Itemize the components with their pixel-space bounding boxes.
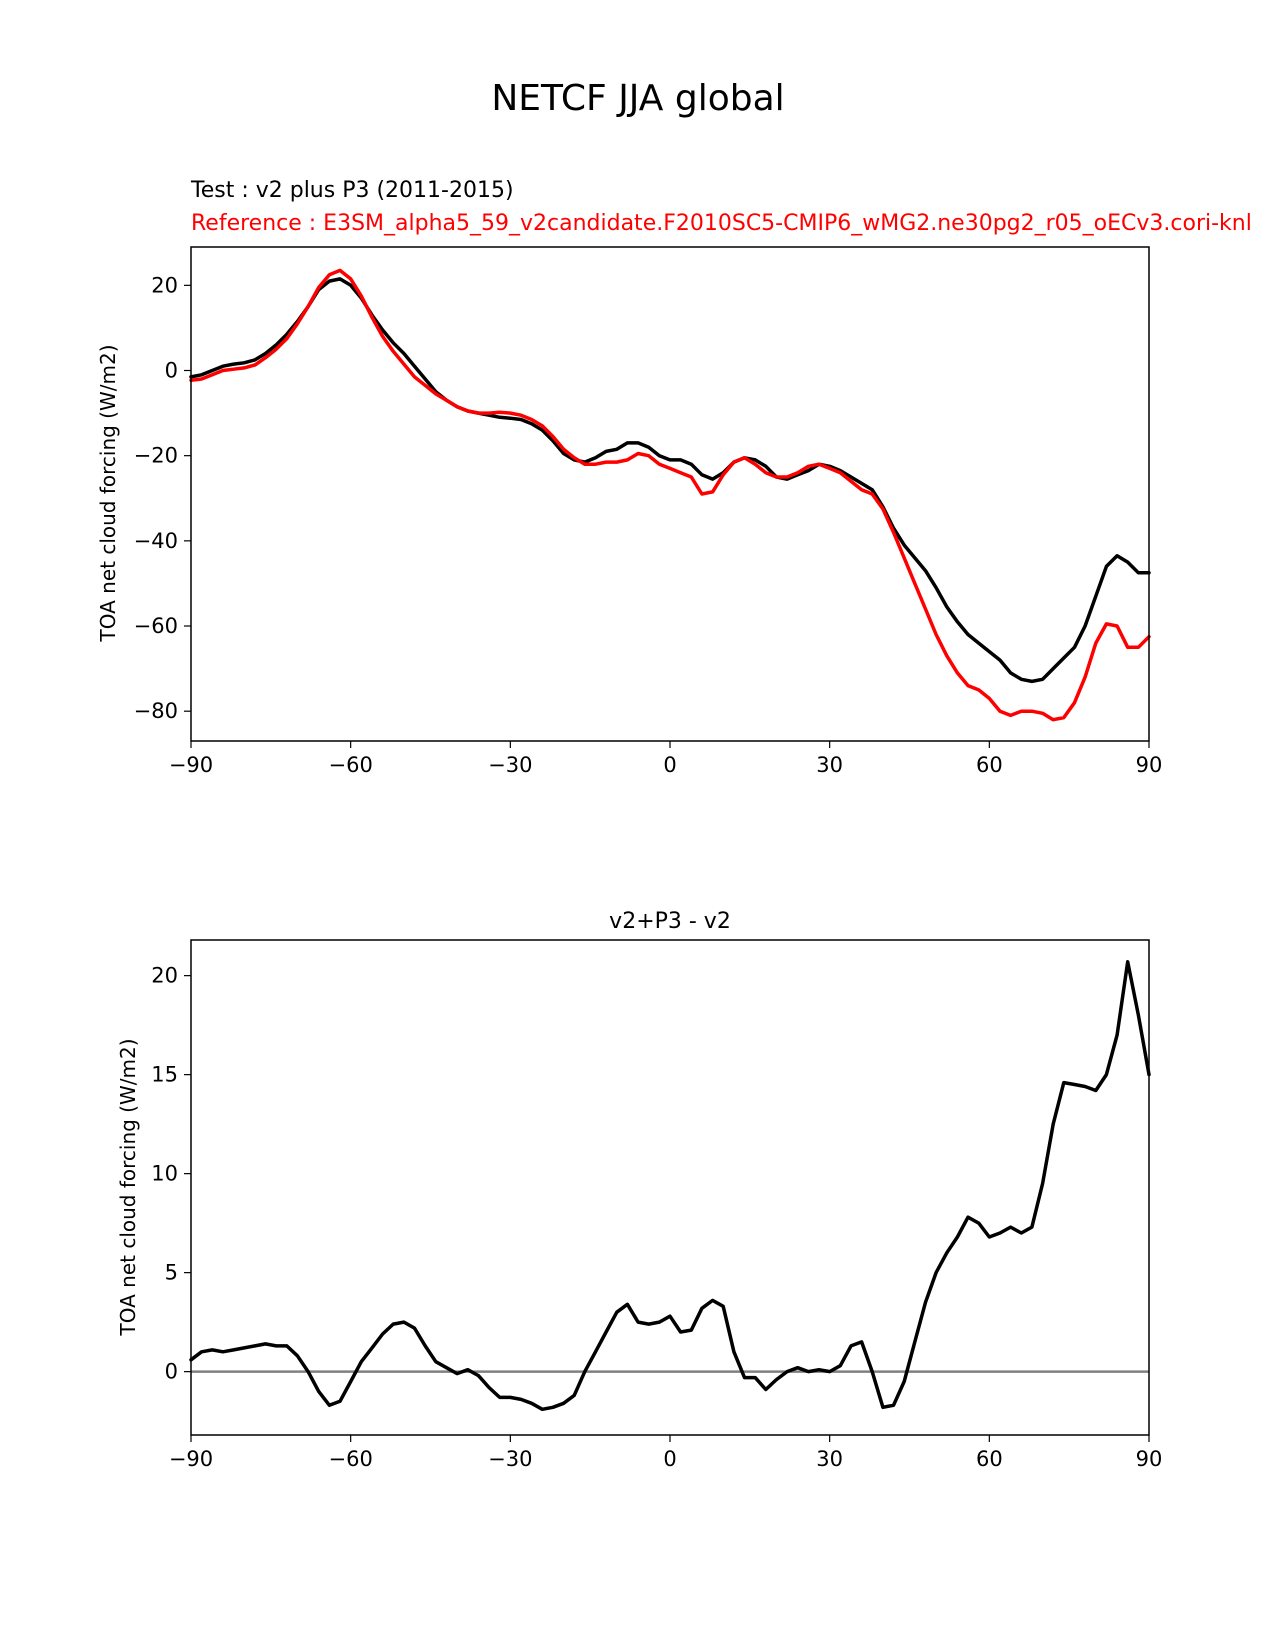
bottom-chart-frame (190, 939, 1150, 1436)
bottom-chart-series-difference-line (189, 960, 1151, 1412)
top-chart-x-tick-label: −90 (169, 753, 213, 777)
top-chart-y-tick-label: 0 (165, 359, 178, 383)
top-chart-x-tick-label: 0 (663, 753, 676, 777)
top-chart-x-tick-label: −30 (488, 753, 532, 777)
bottom-chart-x-tick-label: 30 (816, 1447, 843, 1471)
bottom-chart-x-tick-label: −60 (329, 1447, 373, 1471)
top-chart-y-axis-label: TOA net cloud forcing (W/m2) (96, 344, 120, 642)
bottom-chart-x-tick-label: 60 (976, 1447, 1003, 1471)
bottom-chart-y-tick-label: 5 (165, 1261, 178, 1285)
bottom-chart-x-tick-label: −30 (488, 1447, 532, 1471)
top-chart-ticks: −90 −60 −30 0 30 60 90 20 0 −20 −40 −60 −80 (134, 273, 1163, 777)
top-chart-test-title: Test : v2 plus P3 (2011-2015) (190, 178, 514, 203)
bottom-chart-title: v2+P3 - v2 (609, 909, 731, 934)
top-chart: Test : v2 plus P3 (2011-2015) Reference … (96, 178, 1252, 777)
top-chart-x-tick-label: −60 (329, 753, 373, 777)
top-chart-y-tick-label: −20 (134, 444, 178, 468)
top-chart-y-tick-label: −60 (134, 614, 178, 638)
bottom-chart-y-axis-label: TOA net cloud forcing (W/m2) (116, 1038, 140, 1336)
top-chart-series (189, 268, 1151, 722)
top-chart-reference-title: Reference : E3SM_alpha5_59_v2candidate.F… (191, 211, 1252, 236)
bottom-chart-x-tick-label: −90 (169, 1447, 213, 1471)
top-chart-y-tick-label: 20 (151, 273, 178, 297)
bottom-chart-y-tick-label: 0 (165, 1360, 178, 1384)
bottom-chart-series (189, 960, 1151, 1412)
top-chart-x-tick-label: 30 (816, 753, 843, 777)
bottom-chart: v2+P3 - v2 TOA net cloud forcing (W/m2) … (116, 909, 1162, 1471)
top-chart-y-tick-label: −40 (134, 529, 178, 553)
bottom-chart-y-tick-label: 15 (151, 1063, 178, 1087)
top-chart-frame (190, 246, 1150, 742)
bottom-chart-y-tick-label: 10 (151, 1162, 178, 1186)
top-chart-series-test-line (189, 277, 1151, 684)
top-chart-x-tick-label: 60 (976, 753, 1003, 777)
figure-title: NETCF JJA global (491, 78, 784, 119)
bottom-chart-ticks: −90 −60 −30 0 30 60 90 20 15 10 5 0 (151, 964, 1162, 1471)
top-chart-y-tick-label: −80 (134, 699, 178, 723)
bottom-chart-y-tick-label: 20 (151, 964, 178, 988)
bottom-chart-x-tick-label: 90 (1136, 1447, 1163, 1471)
top-chart-x-tick-label: 90 (1136, 753, 1163, 777)
top-chart-series-reference-line (189, 268, 1151, 722)
bottom-chart-x-tick-label: 0 (663, 1447, 676, 1471)
